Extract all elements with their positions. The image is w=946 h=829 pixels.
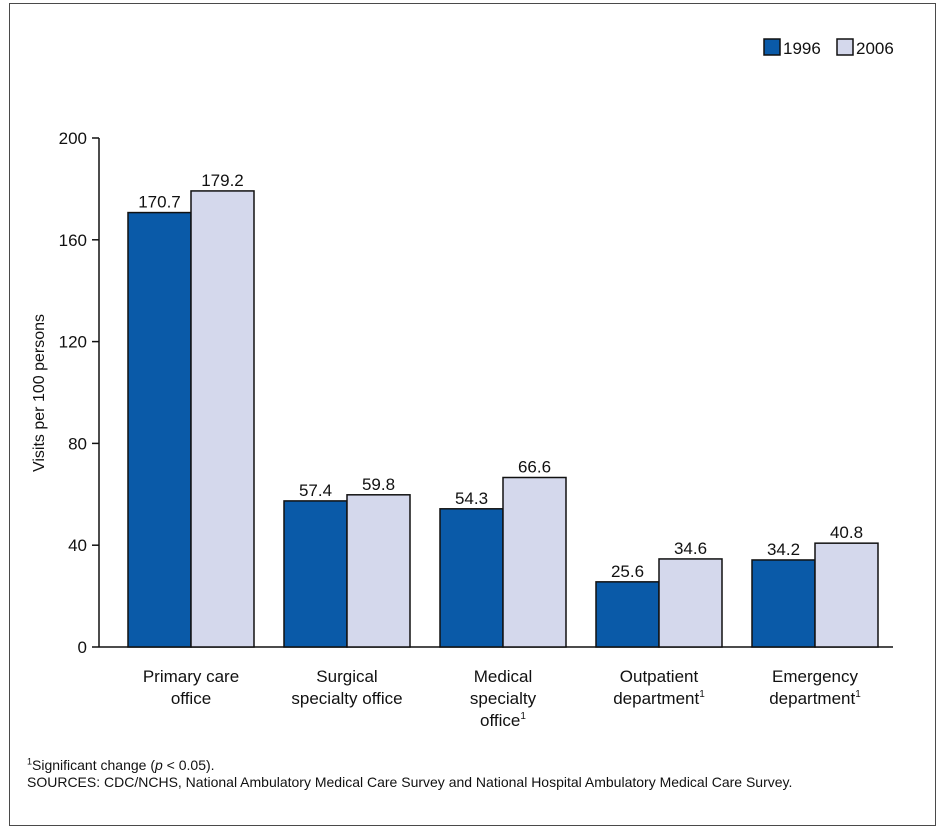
category-labels: Primary care office Surgical specialty offi… bbox=[143, 667, 861, 730]
footnotes: 1Significant change (p < 0.05). SOURCES:… bbox=[27, 757, 927, 791]
bar-2006 bbox=[346, 494, 411, 648]
footnote-superscript: 1 bbox=[699, 689, 705, 700]
footnote-superscript: 1 bbox=[855, 689, 861, 700]
category-label-line: Emergency bbox=[772, 667, 858, 686]
sources-note: SOURCES: CDC/NCHS, National Ambulatory M… bbox=[27, 774, 793, 790]
value-label-2006: 179.2 bbox=[201, 171, 244, 190]
footnote-mark: 1 bbox=[27, 756, 33, 767]
category-label: Primary care office bbox=[143, 667, 239, 708]
category-label-line: Surgical bbox=[316, 667, 377, 686]
category-label-line: specialty bbox=[470, 689, 537, 708]
category-label: Surgical specialty office bbox=[291, 667, 402, 708]
y-tick-label: 160 bbox=[59, 231, 87, 250]
category-label-line: Medical bbox=[474, 667, 533, 686]
footnote-superscript: 1 bbox=[520, 711, 526, 722]
bar-1996 bbox=[283, 500, 348, 648]
legend-label-1996: 1996 bbox=[783, 39, 821, 58]
bar-1996 bbox=[127, 211, 192, 648]
y-tick-label: 80 bbox=[68, 434, 87, 453]
y-tick-label: 0 bbox=[78, 638, 87, 657]
value-label-1996: 34.2 bbox=[767, 540, 800, 559]
category-label-line: department1 bbox=[769, 689, 861, 708]
bars bbox=[127, 190, 879, 648]
bar-1996 bbox=[439, 508, 504, 648]
category-label-line: office bbox=[171, 689, 211, 708]
y-tick-label: 200 bbox=[59, 129, 87, 148]
category-label: Medical specialty office1 bbox=[470, 667, 537, 730]
bar-1996 bbox=[751, 559, 816, 648]
value-label-1996: 54.3 bbox=[455, 489, 488, 508]
category-label: Outpatient department1 bbox=[613, 667, 705, 708]
y-axis-title: Visits per 100 persons bbox=[31, 314, 48, 472]
category-label-line: Outpatient bbox=[620, 667, 699, 686]
legend-swatch-1996 bbox=[763, 38, 781, 56]
bar-2006 bbox=[658, 558, 723, 648]
footnote-p: p bbox=[154, 757, 163, 773]
bar-1996 bbox=[595, 581, 660, 648]
value-label-1996: 170.7 bbox=[138, 193, 181, 212]
value-label-2006: 40.8 bbox=[830, 523, 863, 542]
significance-note: 1Significant change (p < 0.05). bbox=[27, 757, 927, 774]
value-label-1996: 57.4 bbox=[299, 481, 332, 500]
value-label-2006: 34.6 bbox=[674, 539, 707, 558]
legend-label-2006: 2006 bbox=[856, 39, 894, 58]
category-label-line: specialty office bbox=[291, 689, 402, 708]
footnote-rest: < 0.05). bbox=[162, 757, 215, 773]
y-tick-label: 40 bbox=[68, 536, 87, 555]
footnote-text: Significant change ( bbox=[32, 757, 155, 773]
category-label-line: department1 bbox=[613, 689, 705, 708]
value-labels: 170.7 179.2 57.4 59.8 54.3 66.6 25.6 34.6 34.2 40… bbox=[138, 171, 863, 581]
y-tick-label: 120 bbox=[59, 333, 87, 352]
category-label: Emergency department1 bbox=[769, 667, 861, 708]
bar-2006 bbox=[814, 542, 879, 648]
legend-swatch-2006 bbox=[836, 38, 854, 56]
value-label-1996: 25.6 bbox=[611, 562, 644, 581]
bar-2006 bbox=[190, 190, 255, 648]
category-label-line: office1 bbox=[480, 711, 526, 730]
value-label-2006: 66.6 bbox=[518, 458, 551, 477]
value-label-2006: 59.8 bbox=[362, 475, 395, 494]
category-label-line: Primary care bbox=[143, 667, 239, 686]
bar-2006 bbox=[502, 476, 567, 648]
legend: 1996 2006 bbox=[763, 38, 894, 58]
